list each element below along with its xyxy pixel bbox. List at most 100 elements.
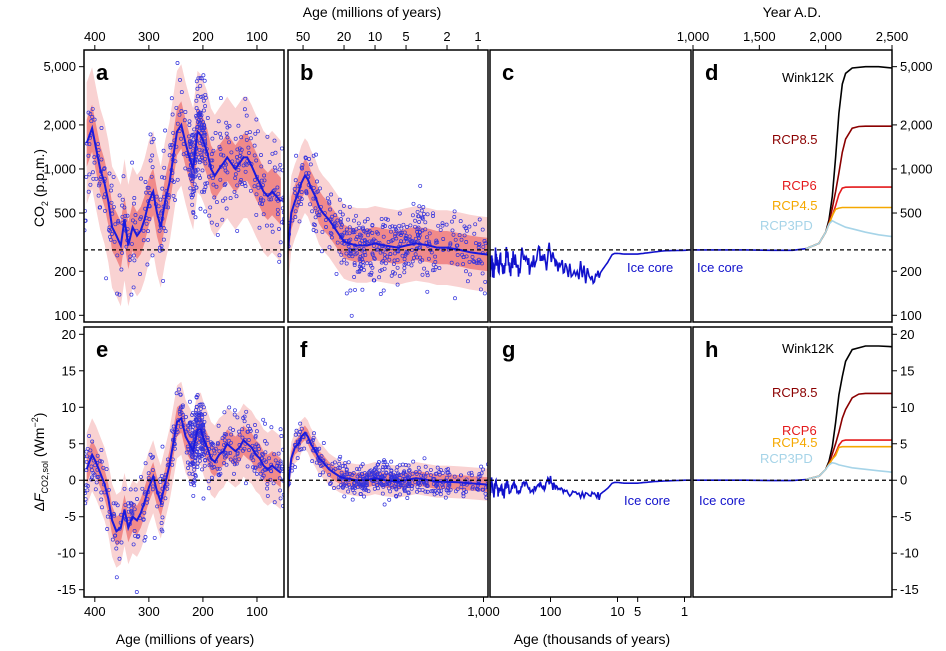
proxy-point [430,268,435,273]
proxy-point [178,411,183,416]
proxy-point [360,287,365,292]
proxy-point [380,467,385,472]
proxy-point [192,132,197,137]
proxy-point [398,241,403,246]
proxy-point [192,483,197,488]
proxy-point [440,470,445,475]
proxy-point [353,252,358,257]
proxy-point [202,411,207,416]
proxy-point [160,529,165,534]
proxy-point [461,262,466,267]
proxy-point [97,205,102,210]
proxy-point [197,454,201,459]
proxy-point [453,237,458,242]
proxy-point [356,485,360,490]
panel-frame [83,326,285,598]
y-tick-label-right: 500 [900,206,922,221]
proxy-point [280,468,284,473]
panel-letter-b: b [300,60,313,85]
proxy-point [218,146,223,151]
proxy-point [434,238,439,243]
proxy-point [107,225,112,230]
proxy-point [346,217,351,222]
proxy-point [203,185,208,189]
proxy-point [394,468,399,473]
proxy-point [160,515,165,520]
proxy-point [365,217,370,222]
proxy-point [265,486,270,491]
proxy-point [235,147,240,152]
proxy-point [473,222,478,227]
proxy-point [439,488,444,493]
proxy-point [277,259,282,264]
proxy-point [85,454,90,459]
proxy-point [188,479,193,484]
proxy-point [215,442,220,447]
proxy-point [420,487,425,492]
proxy-point [150,153,155,158]
proxy-point [162,165,167,170]
proxy-point [459,485,464,489]
proxy-point [436,223,441,228]
proxy-point [339,260,344,265]
panel-e-plot [84,381,284,594]
proxy-point [115,291,120,296]
proxy-point [221,153,226,158]
proxy-point [339,217,343,222]
proxy-point [205,435,210,440]
proxy-point [347,225,352,230]
proxy-point [317,213,322,218]
proxy-point [390,224,395,229]
proxy-point [357,472,362,477]
proxy-point [235,228,240,233]
proxy-point [448,242,453,247]
proxy-point [145,185,150,190]
proxy-point [193,168,198,173]
proxy-point [239,147,244,152]
proxy-point [191,493,196,498]
proxy-point [265,482,270,486]
proxy-point [253,178,257,182]
proxy-point [455,262,460,267]
proxy-point [425,270,430,275]
proxy-point [402,270,407,275]
proxy-point [149,174,154,179]
proxy-point [278,240,283,245]
proxy-point [243,169,248,174]
proxy-point [251,458,256,463]
proxy-point [184,414,188,419]
proxy-point [433,260,438,264]
proxy-point [262,173,267,178]
proxy-point [425,235,429,240]
proxy-point [418,183,423,188]
proxy-point [252,184,257,189]
proxy-point [201,98,206,103]
proxy-point [127,258,132,262]
proxy-point [133,220,138,225]
proxy-point [354,213,358,218]
proxy-point [259,153,263,157]
proxy-point [163,229,168,234]
proxy-point [128,254,133,259]
proxy-point [264,441,269,446]
proxy-point [406,261,411,266]
proxy-point [318,186,322,191]
proxy-point [116,219,121,223]
proxy-point [423,482,428,487]
proxy-point [241,448,245,453]
proxy-point [206,486,211,491]
proxy-point [352,275,357,279]
y-tick-label: 200 [54,264,76,279]
proxy-point [163,128,168,133]
proxy-point [387,257,392,262]
proxy-point [207,463,212,468]
proxy-point [339,225,344,230]
proxy-point [217,144,222,149]
proxy-point [407,234,412,239]
proxy-point [437,488,442,493]
proxy-point [390,485,395,490]
proxy-point [195,461,200,466]
proxy-point [340,464,345,468]
proxy-point [312,431,316,436]
